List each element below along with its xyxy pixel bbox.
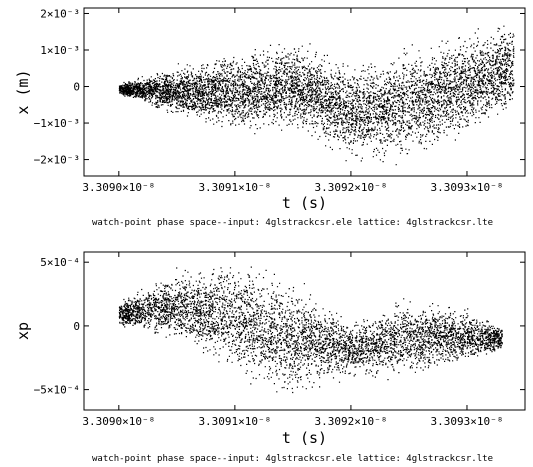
y-tick-label: −2×10⁻³ <box>34 154 80 167</box>
x-tick-label: 3.3091×10⁻⁸ <box>198 415 271 428</box>
y-tick-label: 5×10⁻⁴ <box>40 256 80 269</box>
x-tick-label: 3.3092×10⁻⁸ <box>314 415 387 428</box>
x-tick-label: 3.3091×10⁻⁸ <box>198 181 271 194</box>
x-vs-t-panel: 3.3090×10⁻⁸ 3.3091×10⁻⁸ 3.3092×10⁻⁸ 3.3093×… <box>14 7 526 228</box>
x-plot-ylabel: x (m) <box>14 69 32 114</box>
x-scatter-points <box>118 25 515 166</box>
y-tick-label: 0 <box>73 320 80 333</box>
y-tick-label: 2×10⁻³ <box>40 7 80 20</box>
y-tick-label: −1×10⁻³ <box>34 117 80 130</box>
y-tick-label: 0 <box>73 81 80 94</box>
xp-plot-ticks: 3.3090×10⁻⁸ 3.3091×10⁻⁸ 3.3092×10⁻⁸ 3.3093×… <box>34 252 525 428</box>
xp-vs-t-panel: 3.3090×10⁻⁸ 3.3091×10⁻⁸ 3.3092×10⁻⁸ 3.3093×… <box>14 251 526 464</box>
x-tick-label: 3.3093×10⁻⁸ <box>431 181 504 194</box>
xp-plot-frame <box>83 251 526 411</box>
x-tick-label: 3.3093×10⁻⁸ <box>431 415 504 428</box>
xp-plot-ylabel: xp <box>14 322 32 340</box>
x-plot-xlabel: t (s) <box>282 194 327 212</box>
xp-plot-xlabel: t (s) <box>282 429 327 447</box>
x-tick-label: 3.3090×10⁻⁸ <box>82 415 155 428</box>
xp-plot-caption: watch-point phase space--input: 4glstrac… <box>92 454 493 464</box>
scatter-cloud <box>118 266 503 394</box>
x-tick-label: 3.3092×10⁻⁸ <box>314 181 387 194</box>
xp-scatter-points <box>118 266 503 394</box>
x-plot-frame <box>83 7 526 177</box>
y-tick-label: −5×10⁻⁴ <box>34 384 80 397</box>
y-tick-label: 1×10⁻³ <box>40 44 80 57</box>
x-plot-caption: watch-point phase space--input: 4glstrac… <box>92 218 493 228</box>
x-plot-ticks: 3.3090×10⁻⁸ 3.3091×10⁻⁸ 3.3092×10⁻⁸ 3.3093×… <box>34 7 525 194</box>
x-tick-label: 3.3090×10⁻⁸ <box>82 181 155 194</box>
scatter-cloud <box>118 25 515 166</box>
